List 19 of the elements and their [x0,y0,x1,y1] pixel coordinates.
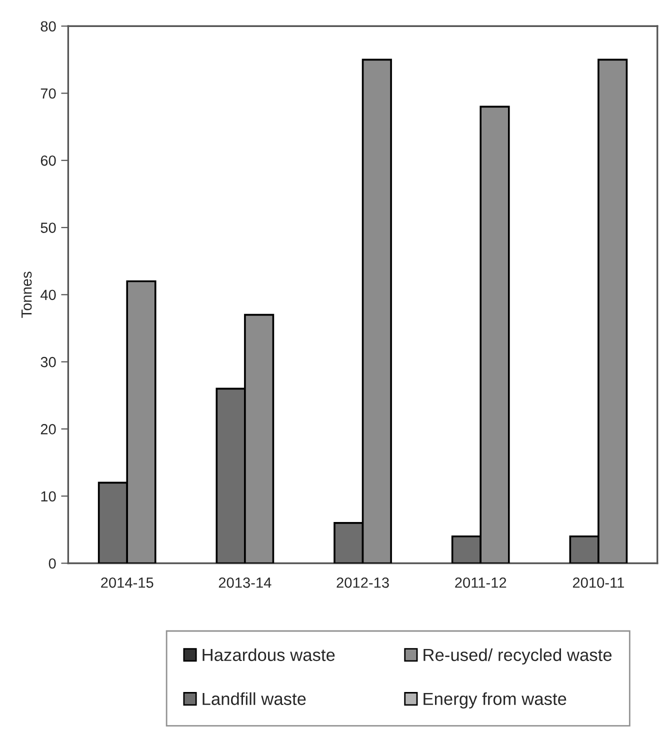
y-tick-label: 80 [40,21,56,32]
y-tick-label: 10 [41,491,56,502]
x-tick-label: 2010-11 [572,578,624,588]
y-tick-label: 60 [40,155,56,166]
legend-label: Re-used/ recycled waste [424,648,612,665]
y-tick-label: 30 [40,356,56,368]
legend-label: Landfill waste [202,692,306,706]
y-tick-label: 20 [40,424,56,434]
y-tick-label: 70 [40,88,56,99]
x-tick-label: 2012-13 [336,578,389,588]
x-tick-label: 2014-15 [101,578,154,588]
legend-label: Energy from waste [424,692,566,708]
y-tick-label: 40 [40,290,56,300]
y-axis-title: Tonnes [22,272,32,318]
y-tick-label: 50 [40,222,56,233]
x-tick-label: 2013-14 [218,578,272,588]
y-tick-label: 0 [48,558,56,569]
legend-label: Hazardous waste [202,648,335,662]
x-tick-label: 2011-12 [455,578,506,588]
